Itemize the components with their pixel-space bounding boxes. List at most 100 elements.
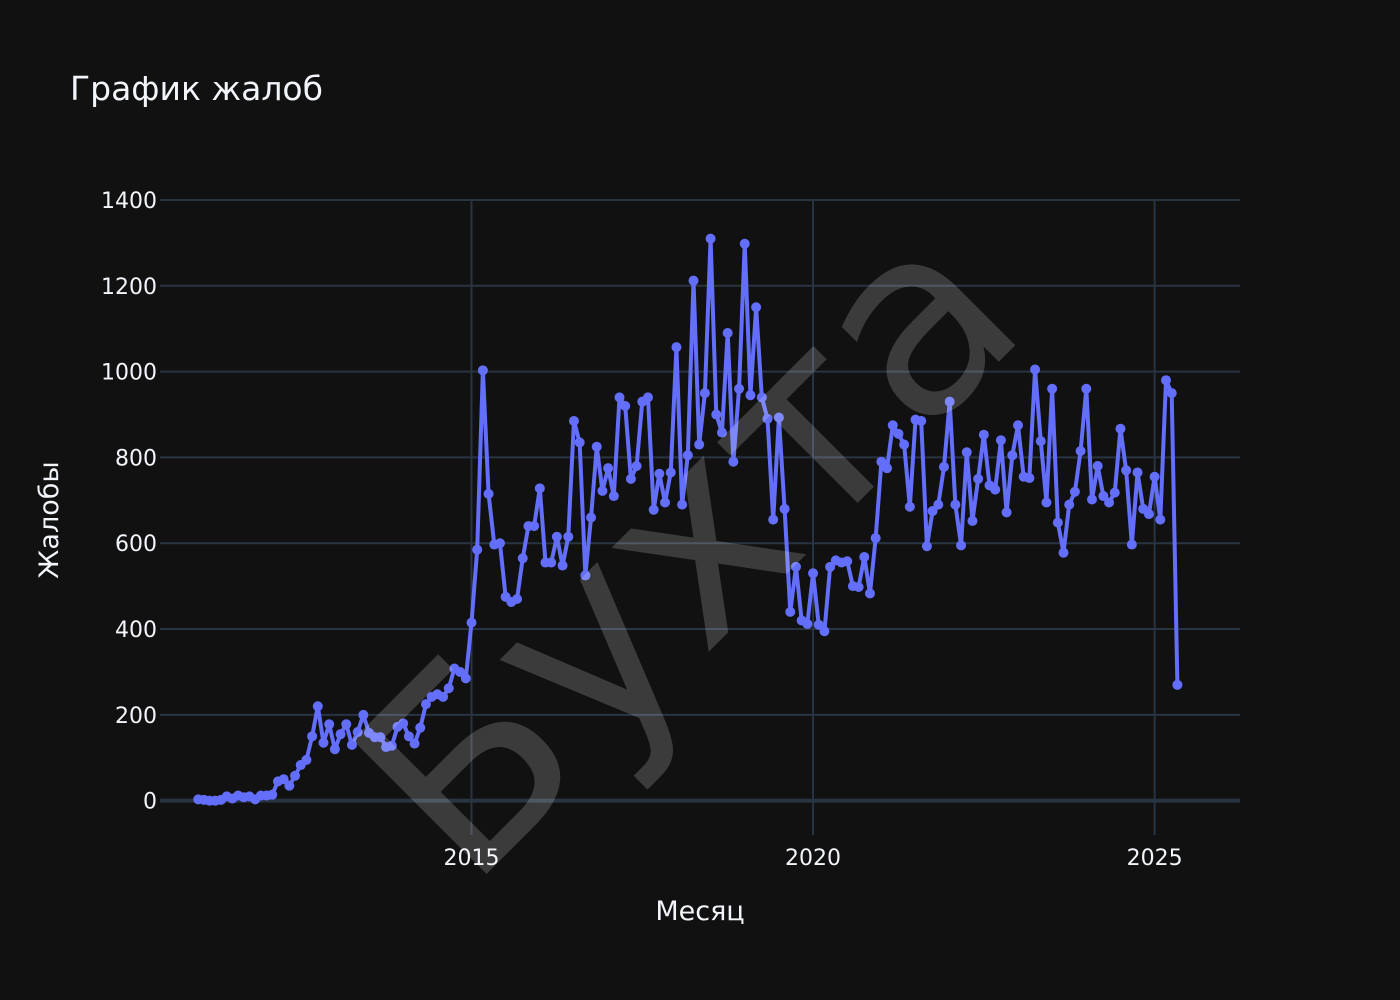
x-tick-label: 2015: [443, 846, 499, 871]
data-point: [956, 540, 967, 551]
y-tick-label: 0: [143, 790, 157, 815]
data-point: [631, 461, 642, 472]
data-point: [517, 553, 528, 564]
data-point: [995, 435, 1006, 446]
data-point: [921, 541, 932, 552]
data-point: [603, 463, 614, 474]
data-point: [739, 238, 750, 249]
y-tick-label: 1200: [101, 275, 157, 300]
data-point: [933, 499, 944, 510]
data-point: [278, 774, 289, 785]
data-point: [466, 617, 477, 628]
data-point: [728, 456, 739, 467]
data-point: [882, 463, 893, 474]
data-point: [312, 701, 323, 712]
data-point: [705, 233, 716, 244]
data-point: [438, 691, 449, 702]
data-point: [420, 699, 431, 710]
data-point: [711, 409, 722, 420]
data-point: [341, 719, 352, 730]
data-point: [1098, 491, 1109, 502]
data-point: [608, 491, 619, 502]
data-point: [734, 383, 745, 394]
data-point: [671, 342, 682, 353]
data-point: [1058, 547, 1069, 558]
data-point: [1007, 450, 1018, 461]
data-point: [415, 722, 426, 733]
data-point: [677, 499, 688, 510]
data-point: [614, 392, 625, 403]
y-tick-label: 600: [115, 532, 157, 557]
data-point: [335, 729, 346, 740]
chart-title: График жалоб: [70, 69, 323, 108]
data-point: [768, 514, 779, 525]
data-point: [665, 467, 676, 478]
data-point: [1143, 509, 1154, 520]
data-point: [534, 483, 545, 494]
data-point: [512, 594, 523, 605]
data-point: [859, 551, 870, 562]
y-axis-title: Жалобы: [34, 461, 65, 578]
data-point: [802, 618, 813, 629]
data-point: [899, 439, 910, 450]
data-point: [990, 484, 1001, 495]
data-point: [819, 626, 830, 637]
y-tick-label: 1400: [101, 189, 157, 214]
data-point: [745, 390, 756, 401]
x-tick-label: 2020: [785, 846, 841, 871]
data-point: [950, 499, 961, 510]
grid: [160, 199, 1240, 835]
data-point: [290, 770, 301, 781]
data-point: [403, 731, 414, 742]
data-point: [660, 497, 671, 508]
series-layer: [193, 233, 1183, 806]
data-point: [938, 461, 949, 472]
data-point: [1030, 364, 1041, 375]
data-point: [716, 427, 727, 438]
data-point: [529, 521, 540, 532]
data-point: [1035, 436, 1046, 447]
data-point: [329, 744, 340, 755]
data-point: [563, 531, 574, 542]
data-point: [648, 504, 659, 515]
data-point: [1104, 497, 1115, 508]
data-point: [1155, 514, 1166, 525]
data-point: [1081, 383, 1092, 394]
data-point: [1069, 486, 1080, 497]
data-point: [580, 570, 591, 581]
y-tick-label: 400: [115, 618, 157, 643]
data-point: [597, 485, 608, 496]
x-axis-ticks: 2015 2020 2025: [443, 846, 1182, 871]
data-point: [494, 538, 505, 549]
data-point: [620, 400, 631, 411]
data-point: [762, 413, 773, 424]
data-point: [1001, 507, 1012, 518]
data-point: [398, 718, 409, 729]
y-axis-ticks: 0 200 400 600 800 1000 1200 1400: [101, 189, 157, 815]
data-point: [358, 709, 369, 720]
data-point: [1149, 471, 1160, 482]
data-point: [853, 582, 864, 593]
data-point: [301, 754, 312, 765]
data-point: [842, 556, 853, 567]
data-point: [756, 392, 767, 403]
data-point: [773, 412, 784, 423]
data-point: [825, 561, 836, 572]
data-point: [813, 619, 824, 630]
data-point: [551, 531, 562, 542]
data-point: [477, 365, 488, 376]
data-point: [973, 473, 984, 484]
data-point: [455, 666, 466, 677]
data-point: [699, 388, 710, 399]
data-point: [1047, 383, 1058, 394]
data-point: [267, 789, 278, 800]
data-point: [472, 544, 483, 555]
data-point: [1092, 461, 1103, 472]
data-point: [307, 731, 318, 742]
data-point: [688, 275, 699, 286]
y-tick-label: 200: [115, 704, 157, 729]
data-point: [978, 429, 989, 440]
data-point: [1166, 388, 1177, 399]
data-point: [318, 737, 329, 748]
